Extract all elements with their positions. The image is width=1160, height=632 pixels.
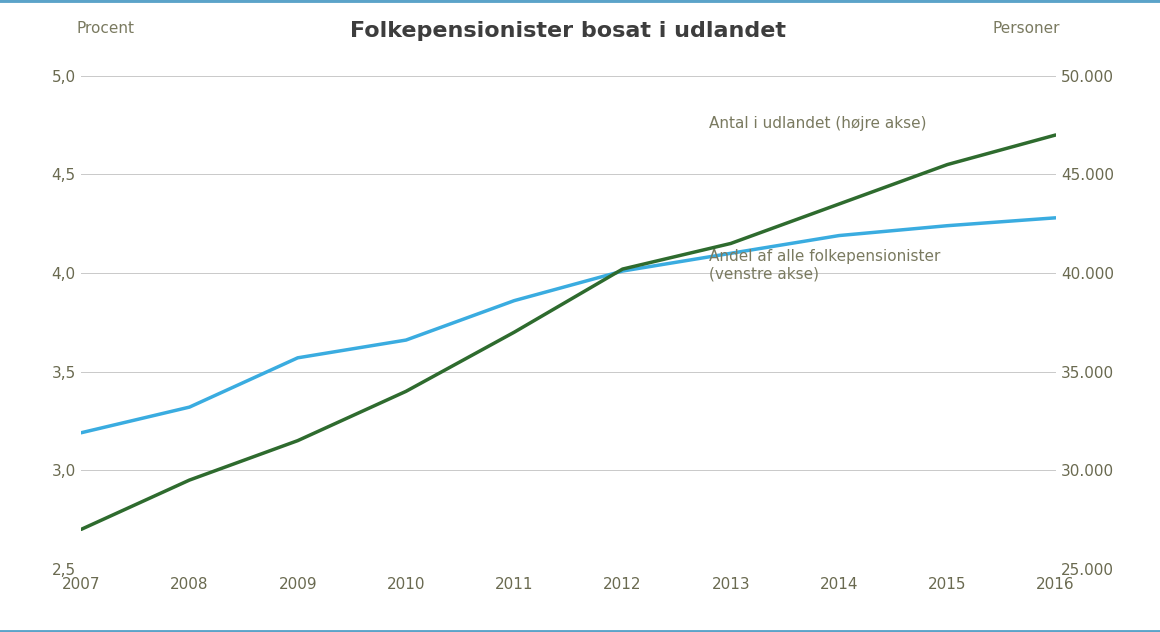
Text: Andel af alle folkepensionister
(venstre akse): Andel af alle folkepensionister (venstre… <box>709 250 941 282</box>
Text: Antal i udlandet (højre akse): Antal i udlandet (højre akse) <box>709 116 927 131</box>
Text: Procent: Procent <box>77 21 135 37</box>
Title: Folkepensionister bosat i udlandet: Folkepensionister bosat i udlandet <box>350 21 786 41</box>
Text: Personer: Personer <box>993 21 1060 37</box>
